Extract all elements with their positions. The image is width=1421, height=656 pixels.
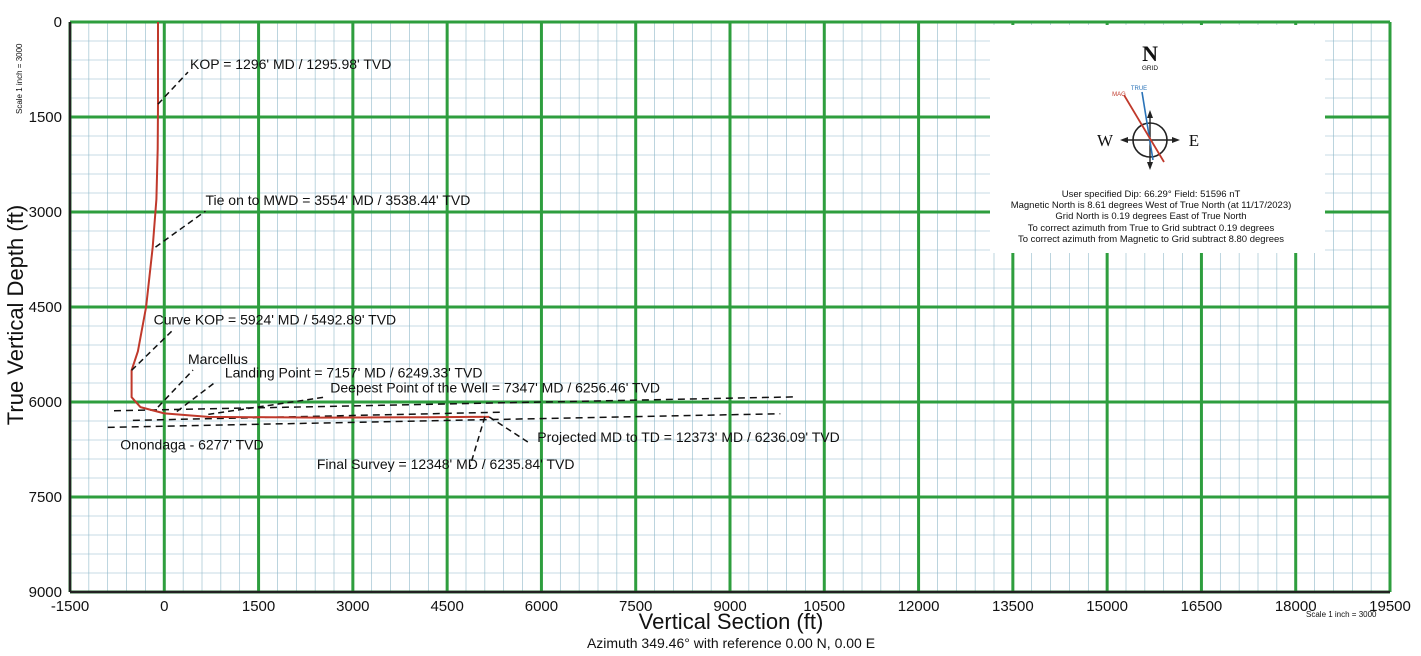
mag-north-arrow — [1123, 94, 1165, 163]
y-tick-labels: 0 1500 3000 4500 6000 7500 9000 — [29, 14, 62, 601]
x-tick-label: 19500 — [1369, 598, 1411, 615]
legend-line-2: Magnetic North is 8.61 degrees West of T… — [1011, 200, 1292, 211]
x-tick-label: -1500 — [51, 598, 89, 615]
compass-n: N — [1142, 41, 1158, 66]
formation-line — [107, 412, 781, 429]
annotation-leader — [155, 210, 206, 248]
y-tick-label: 0 — [54, 14, 62, 31]
compass-grid-label: GRID — [1142, 65, 1159, 72]
annotation-label: Deepest Point of the Well = 7347' MD / 6… — [330, 379, 660, 395]
annotation-label: Tie on to MWD = 3554' MD / 3538.44' TVD — [205, 192, 470, 208]
legend-line-3: Grid North is 0.19 degrees East of True … — [1055, 211, 1246, 222]
x-tick-label: 4500 — [430, 598, 463, 615]
formation-line — [113, 396, 793, 412]
annotation-label: Projected MD to TD = 12373' MD / 6236.09… — [537, 429, 839, 445]
x-tick-label: 13500 — [992, 598, 1034, 615]
annotation-label: Marcellus — [188, 351, 248, 367]
true-north-arrow — [1141, 91, 1154, 161]
scale-note-y: Scale 1 inch = 3000 — [15, 43, 24, 114]
y-axis-title: True Vertical Depth (ft) — [3, 205, 28, 425]
x-tick-label: 18000 — [1275, 598, 1317, 615]
annotations: KOP = 1296' MD / 1295.98' TVD Tie on to M… — [120, 56, 839, 472]
annotation-leader — [208, 396, 324, 416]
plot-frame — [68, 22, 1390, 594]
x-tick-label: 15000 — [1086, 598, 1128, 615]
annotation-label: Onondaga - 6277' TVD — [120, 437, 263, 453]
x-tick-label: 10500 — [803, 598, 845, 615]
x-tick-label: 3000 — [336, 598, 369, 615]
annotation-leader — [488, 416, 530, 444]
compass-rose-icon: N GRID TRUE MAG W E — [1097, 41, 1199, 170]
annotation-leader — [157, 71, 189, 105]
legend-line-4: To correct azimuth from True to Grid sub… — [1028, 223, 1275, 234]
y-tick-label: 7500 — [29, 489, 62, 506]
annotation-label: Final Survey = 12348' MD / 6235.84' TVD — [317, 456, 575, 472]
legend-box: N GRID TRUE MAG W E User specified Dip: … — [990, 25, 1325, 253]
compass-e: E — [1189, 131, 1199, 150]
y-tick-label: 1500 — [29, 109, 62, 126]
y-tick-label: 4500 — [29, 299, 62, 316]
x-axis-title: Vertical Section (ft) — [639, 609, 824, 634]
well-path-line — [130, 22, 490, 419]
y-tick-label: 9000 — [29, 584, 62, 601]
x-tick-label: 12000 — [898, 598, 940, 615]
compass-mag-label: MAG — [1112, 92, 1126, 98]
legend-background — [990, 25, 1325, 253]
annotation-leader — [469, 416, 486, 468]
x-tick-label: 7500 — [619, 598, 652, 615]
annotation-leader — [176, 381, 216, 413]
compass-w: W — [1097, 131, 1114, 150]
annotation-leader — [157, 369, 194, 408]
x-axis-subtitle: Azimuth 349.46° with reference 0.00 N, 0… — [587, 635, 875, 651]
scale-note-x: Scale 1 inch = 3000 — [1306, 610, 1377, 619]
annotation-label: KOP = 1296' MD / 1295.98' TVD — [190, 56, 391, 72]
y-tick-label: 6000 — [29, 394, 62, 411]
formation-lines — [107, 396, 793, 429]
x-tick-label: 9000 — [713, 598, 746, 615]
annotation-label: Landing Point = 7157' MD / 6249.33' TVD — [225, 365, 483, 381]
legend-line-1: User specified Dip: 66.29° Field: 51596 … — [1062, 189, 1241, 200]
legend-line-5: To correct azimuth from Magnetic to Grid… — [1018, 234, 1284, 245]
x-tick-label: 6000 — [525, 598, 558, 615]
x-tick-label: 0 — [160, 598, 168, 615]
well-path — [130, 22, 490, 419]
formation-line — [132, 411, 504, 422]
compass-true-label: TRUE — [1131, 86, 1147, 92]
x-tick-label: 16500 — [1181, 598, 1223, 615]
annotation-label: Curve KOP = 5924' MD / 5492.89' TVD — [154, 311, 397, 327]
x-tick-labels: -1500 0 1500 3000 4500 6000 7500 9000 10500 12000… — [51, 598, 1411, 615]
y-tick-label: 3000 — [29, 204, 62, 221]
x-tick-label: 1500 — [242, 598, 275, 615]
